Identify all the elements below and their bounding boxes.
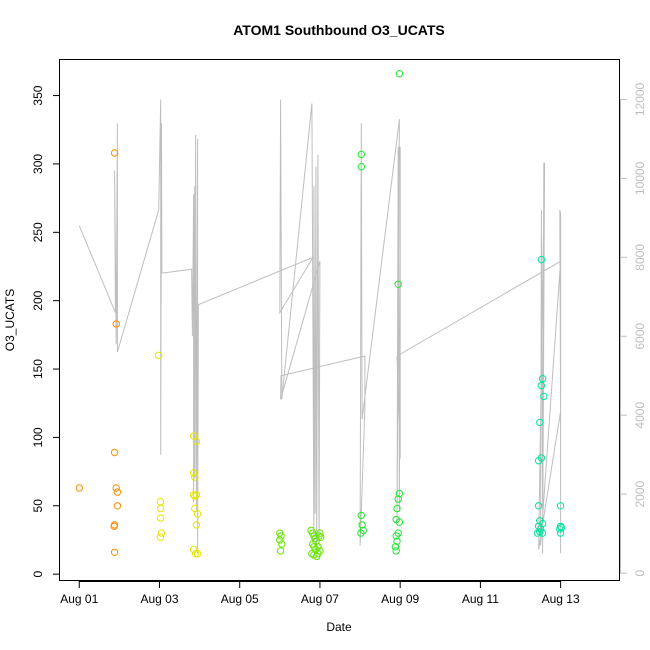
y-tick-label: 350 — [31, 85, 45, 105]
x-tick-label: Aug 13 — [542, 592, 580, 606]
y2-tick-label: 0 — [633, 569, 647, 576]
data-point — [359, 526, 367, 535]
data-point — [112, 484, 120, 492]
points-layer — [75, 70, 566, 561]
x-tick-label: Aug 11 — [462, 592, 499, 606]
x-tick-label: Aug 05 — [221, 592, 259, 606]
y2-tick-label: 4000 — [633, 402, 647, 429]
data-point — [156, 533, 165, 541]
secondary-line-segment — [396, 162, 562, 554]
secondary-line-segment — [78, 99, 163, 455]
chart-title: ATOM1 Southbound O3_UCATS — [233, 22, 445, 38]
data-point — [556, 502, 565, 510]
data-point — [394, 495, 402, 503]
data-point — [533, 529, 542, 537]
y2-tick-label: 12000 — [633, 82, 647, 116]
y-tick-label: 150 — [31, 359, 45, 379]
x-tick-label: Aug 03 — [140, 592, 178, 606]
y-tick-label: 50 — [31, 499, 45, 513]
data-point — [276, 536, 284, 544]
data-point — [192, 521, 201, 529]
data-point — [110, 548, 119, 556]
data-point — [189, 491, 198, 499]
secondary-line-segment — [280, 119, 401, 546]
data-point — [191, 492, 199, 500]
data-point — [314, 543, 322, 551]
y-tick-label: 100 — [31, 427, 45, 447]
data-point — [155, 351, 163, 360]
data-point — [193, 510, 202, 518]
data-point — [357, 150, 365, 159]
data-point — [113, 488, 122, 496]
y-axis-right: 0 2000 4000 6000 8000 10000 12000 — [620, 82, 647, 576]
y-tick-label: 0 — [31, 571, 45, 578]
data-point — [157, 514, 165, 522]
data-point — [189, 469, 198, 477]
data-point — [192, 437, 201, 446]
y2-tick-label: 2000 — [633, 480, 647, 507]
y-tick-label: 200 — [31, 290, 45, 310]
data-point — [316, 529, 324, 537]
data-point — [540, 392, 548, 401]
data-point — [537, 255, 546, 264]
data-point — [191, 550, 200, 558]
x-axis: Aug 01 Aug 03 Aug 05 Aug 07 Aug 09 Aug 11 Aug … — [60, 581, 580, 606]
data-point — [112, 320, 120, 328]
data-point — [189, 545, 198, 554]
data-point — [395, 70, 404, 78]
secondary-line-segment — [198, 99, 321, 550]
y2-tick-label: 8000 — [633, 244, 647, 271]
data-point — [110, 448, 119, 457]
data-point — [393, 537, 401, 545]
y-axis-title: O3_UCATS — [3, 289, 17, 351]
data-point — [75, 484, 84, 492]
secondary-line-segment — [161, 134, 199, 554]
data-point — [156, 498, 165, 506]
data-point — [157, 529, 166, 537]
data-point — [358, 521, 366, 529]
data-point — [278, 540, 286, 548]
data-point — [557, 524, 566, 532]
data-point — [538, 529, 547, 537]
data-point — [395, 489, 404, 498]
data-point — [277, 532, 285, 540]
data-point — [357, 511, 365, 520]
data-point — [110, 522, 118, 530]
plot-frame — [59, 59, 620, 581]
y2-tick-label: 6000 — [633, 323, 647, 350]
data-point — [276, 547, 285, 555]
x-tick-label: Aug 01 — [60, 592, 98, 606]
data-point — [110, 149, 119, 157]
data-point — [537, 454, 546, 462]
data-point — [538, 374, 547, 383]
data-point — [357, 163, 365, 171]
data-point — [534, 502, 543, 510]
y-tick-label: 250 — [31, 222, 45, 242]
x-axis-title: Date — [326, 620, 352, 634]
data-point — [157, 504, 165, 513]
y-tick-label: 300 — [31, 154, 45, 174]
data-point — [393, 504, 401, 513]
data-point — [113, 502, 122, 510]
data-point — [191, 473, 199, 481]
data-point — [392, 532, 400, 540]
data-point — [192, 491, 201, 499]
data-point — [316, 547, 324, 555]
y-axis-left: 0 50 100 150 200 250 300 350 — [31, 85, 60, 578]
x-tick-label: Aug 07 — [301, 592, 339, 606]
data-point — [556, 529, 565, 537]
x-tick-label: Aug 09 — [381, 592, 419, 606]
secondary-line-layer — [78, 99, 562, 554]
y2-tick-label: 10000 — [633, 161, 647, 195]
data-point — [537, 381, 546, 390]
data-point — [556, 525, 564, 533]
data-point — [536, 418, 544, 427]
data-point — [391, 543, 400, 551]
data-point — [317, 533, 325, 541]
data-point — [394, 280, 402, 288]
data-point — [392, 547, 400, 555]
data-point — [395, 518, 404, 526]
data-point — [193, 550, 202, 558]
